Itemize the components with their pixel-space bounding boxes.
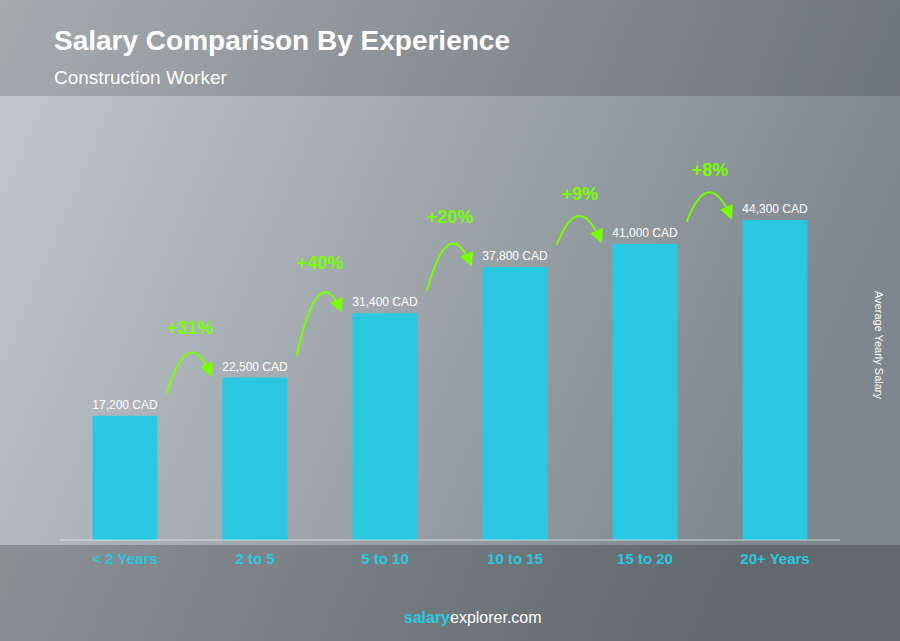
bar [483, 267, 548, 540]
data-label: 37,800 CAD [482, 249, 548, 263]
bar [223, 378, 288, 541]
annotation: +40% [297, 253, 344, 273]
top-overlay [0, 0, 900, 96]
subtitle: Construction Worker [54, 67, 227, 88]
background [0, 0, 900, 641]
data-label: 17,200 CAD [92, 398, 158, 412]
data-label: 41,000 CAD [612, 226, 678, 240]
watermark: explorer.com [450, 609, 542, 626]
x-tick-label: 10 to 15 [487, 550, 543, 567]
title: Salary Comparison By Experience [54, 25, 510, 56]
x-tick-label: 2 to 5 [235, 550, 274, 567]
bars [93, 220, 808, 540]
change-arrow [687, 192, 731, 222]
change-arrow [297, 292, 341, 355]
change-arrow [427, 243, 471, 291]
bar [93, 416, 158, 540]
change-arrow [167, 353, 211, 394]
annotation: +9% [562, 184, 599, 204]
chart: Salary Comparison By Experience Construct… [0, 0, 900, 641]
annotation: +20% [427, 207, 474, 227]
bottom-overlay [0, 545, 900, 641]
y-axis-label: Average Yearly Salary [873, 291, 885, 400]
bar [743, 220, 808, 540]
data-label: 44,300 CAD [742, 202, 808, 216]
baseline [60, 540, 840, 541]
x-tick-label: 5 to 10 [361, 550, 409, 567]
x-tick-label: 15 to 20 [617, 550, 673, 567]
bar [613, 244, 678, 540]
bar [353, 313, 418, 540]
data-label: 22,500 CAD [222, 360, 288, 374]
annotation: +8% [692, 160, 729, 180]
x-tick-label: 20+ Years [740, 550, 809, 567]
x-tick-label: < 2 Years [92, 550, 157, 567]
watermark: salary [404, 609, 450, 626]
data-label: 31,400 CAD [352, 295, 418, 309]
annotation: +31% [167, 318, 214, 338]
change-arrow [557, 216, 601, 245]
